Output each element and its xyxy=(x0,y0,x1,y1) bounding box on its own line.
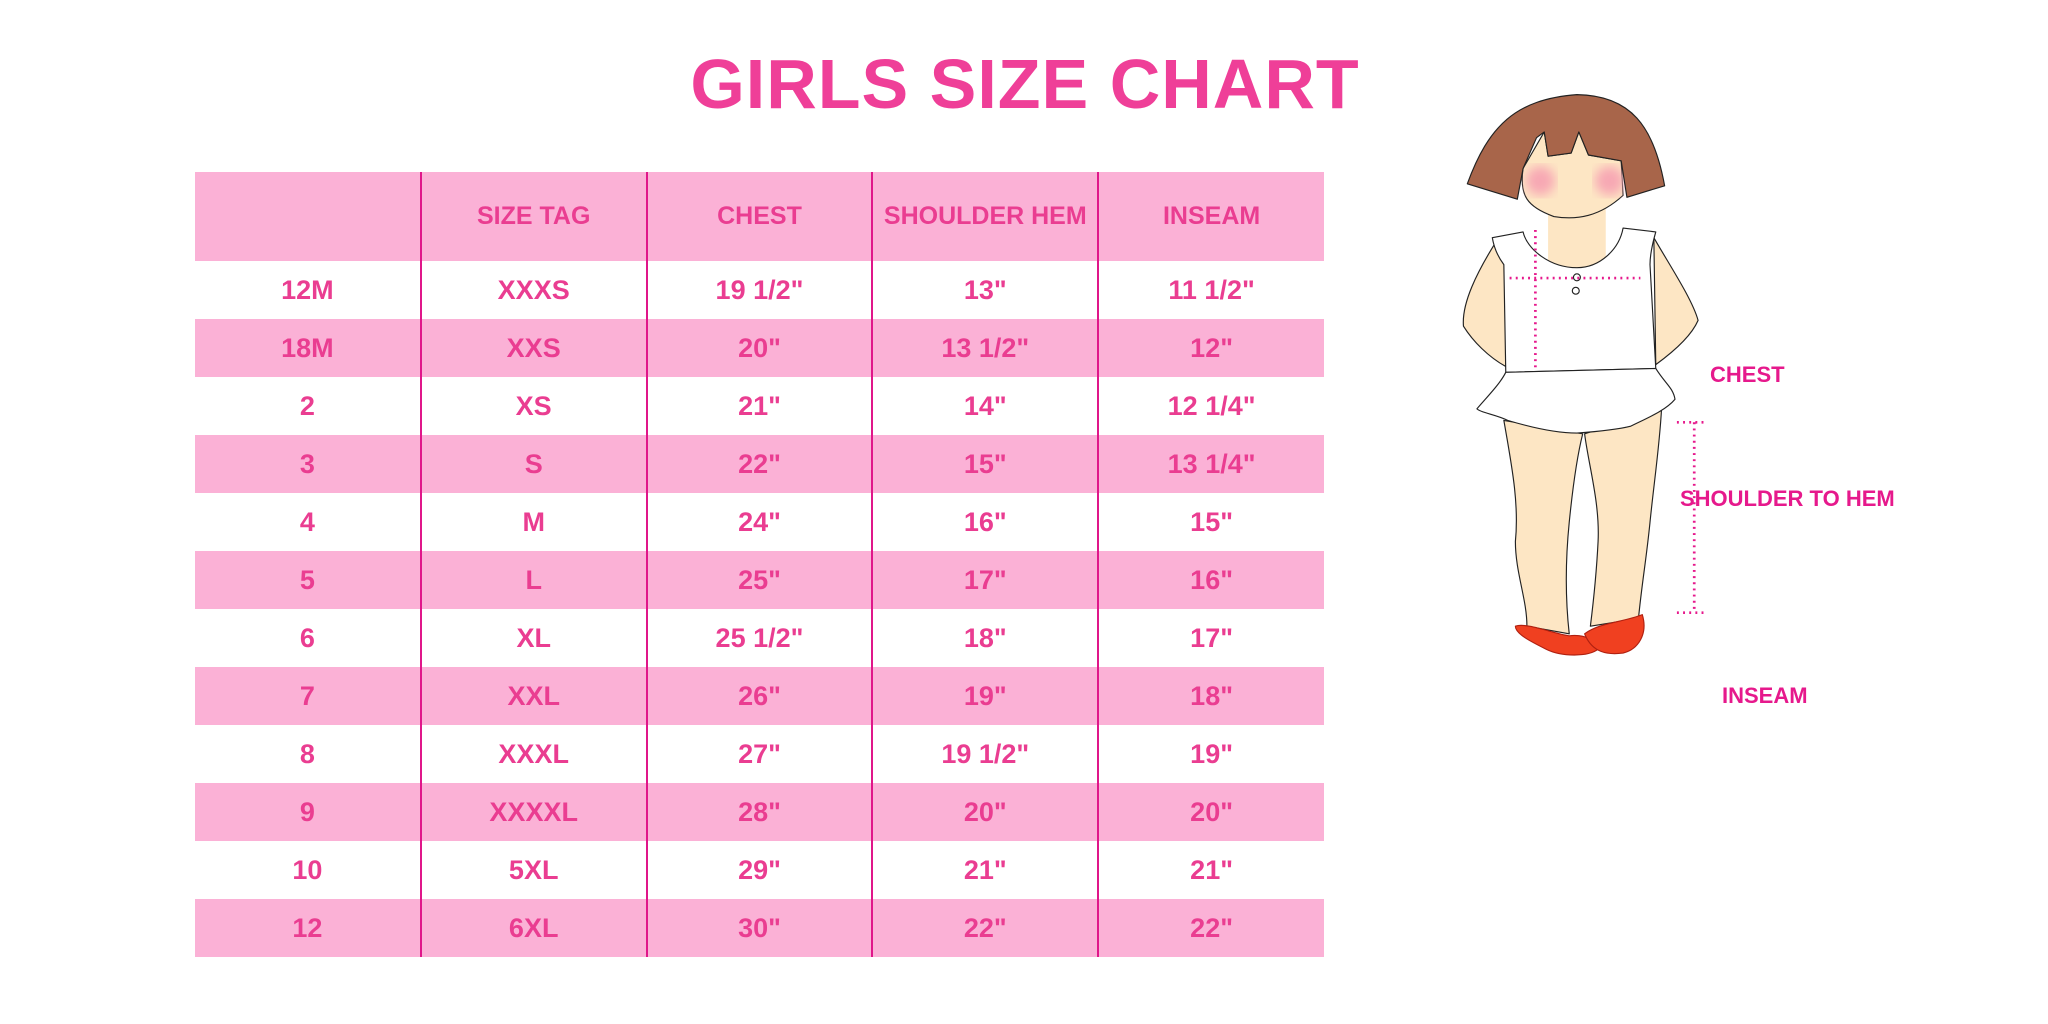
table-cell: 19" xyxy=(871,667,1099,725)
column-header: CHEST xyxy=(645,172,873,261)
girl-measurement-illustration xyxy=(1462,94,1704,656)
table-row: 3 S 22" 15" 13 1/4" xyxy=(195,435,1324,493)
table-header-row: SIZE TAG CHEST SHOULDER HEM INSEAM xyxy=(195,172,1324,261)
right-leg xyxy=(1584,408,1663,627)
table-cell: L xyxy=(419,551,647,609)
table-cell: 5XL xyxy=(419,841,647,899)
table-row: 10 5XL 29" 21" 21" xyxy=(195,841,1324,899)
table-cell: 10 xyxy=(292,854,323,885)
table-cell: 6 xyxy=(299,622,315,653)
table-cell: 7 xyxy=(195,667,421,725)
table-cell: M xyxy=(419,493,647,551)
table-cell: 20" xyxy=(871,783,1099,841)
table-cell: 8 xyxy=(299,738,315,769)
table-row: 12 6XL 30" 22" 22" xyxy=(195,899,1324,957)
table-cell: 19 1/2" xyxy=(871,725,1099,783)
table-cell: S xyxy=(419,435,647,493)
table-cell: XXXS xyxy=(419,261,647,319)
table-row: 5 L 25" 17" 16" xyxy=(195,551,1324,609)
inseam-label: INSEAM xyxy=(1722,683,1808,708)
column-header: INSEAM xyxy=(1097,172,1324,261)
table-row: 8 XXXL 27" 19 1/2" 19" xyxy=(195,725,1324,783)
table-cell: 12 xyxy=(195,899,421,957)
table-cell: XXL xyxy=(419,667,647,725)
right-shoe xyxy=(1584,614,1645,655)
right-arm xyxy=(1653,237,1699,366)
table-cell: 30" xyxy=(645,899,873,957)
table-cell: 22" xyxy=(1097,899,1324,957)
table-row: 6 XL 25 1/2" 18" 17" xyxy=(195,609,1324,667)
table-row: 4 M 24" 16" 15" xyxy=(195,493,1324,551)
table-cell: XXXL xyxy=(419,725,647,783)
table-cell: XXS xyxy=(419,319,647,377)
table-cell: 17" xyxy=(1097,609,1324,667)
table-cell: 16" xyxy=(871,493,1099,551)
table-cell: 24" xyxy=(645,493,873,551)
table-cell: 20" xyxy=(1097,783,1324,841)
table-cell: XXXXL xyxy=(419,783,647,841)
table-cell: 15" xyxy=(1097,493,1324,551)
table-cell: 18" xyxy=(871,609,1099,667)
button xyxy=(1571,286,1580,295)
table-cell: 25" xyxy=(645,551,873,609)
table-cell: 3 xyxy=(195,435,421,493)
table-cell: 2 xyxy=(299,390,315,421)
hair xyxy=(1466,94,1666,200)
table-cell: 9 xyxy=(195,783,421,841)
table-cell: 20" xyxy=(645,319,873,377)
table-cell: 16" xyxy=(1097,551,1324,609)
table-cell: 25 1/2" xyxy=(645,609,873,667)
table-cell: 17" xyxy=(871,551,1099,609)
table-cell: 28" xyxy=(645,783,873,841)
table-cell: 13" xyxy=(871,261,1099,319)
table-cell: 18M xyxy=(195,319,421,377)
table-cell: 4 xyxy=(299,506,315,537)
skirt xyxy=(1476,367,1676,434)
column-header: SHOULDER HEM xyxy=(871,172,1099,261)
table-cell: 21" xyxy=(871,841,1099,899)
column-header: SIZE TAG xyxy=(419,172,647,261)
table-cell: 29" xyxy=(645,841,873,899)
table-cell: 22" xyxy=(871,899,1099,957)
left-arm xyxy=(1462,240,1509,368)
left-cheek xyxy=(1525,166,1555,196)
table-cell: 18" xyxy=(1097,667,1324,725)
table-cell: 21" xyxy=(645,377,873,435)
table-cell: 6XL xyxy=(419,899,647,957)
chest-label: CHEST xyxy=(1710,362,1785,387)
table-cell: 13 1/4" xyxy=(1097,435,1324,493)
right-cheek xyxy=(1595,166,1625,196)
table-row: 12M XXXS 19 1/2" 13" 11 1/2" xyxy=(195,261,1324,319)
table-cell: 13 1/2" xyxy=(871,319,1099,377)
table-cell: 27" xyxy=(645,725,873,783)
table-cell: XL xyxy=(419,609,647,667)
table-cell: XS xyxy=(419,377,647,435)
table-row: 7 XXL 26" 19" 18" xyxy=(195,667,1324,725)
table-row: 2 XS 21" 14" 12 1/4" xyxy=(195,377,1324,435)
table-cell: 22" xyxy=(645,435,873,493)
size-chart-table: SIZE TAG CHEST SHOULDER HEM INSEAM 12M XXXS 1… xyxy=(195,172,1324,957)
table-row: 9 XXXXL 28" 20" 20" xyxy=(195,783,1324,841)
table-cell: 19 1/2" xyxy=(645,261,873,319)
page-title: GIRLS SIZE CHART xyxy=(690,45,1360,123)
left-leg xyxy=(1503,419,1584,635)
table-cell: 11 1/2" xyxy=(1097,261,1324,319)
table-cell: 15" xyxy=(871,435,1099,493)
table-cell: 12" xyxy=(1097,319,1324,377)
table-cell: 21" xyxy=(1097,841,1324,899)
shoulder-to-hem-label: SHOULDER TO HEM xyxy=(1680,486,1895,511)
top-shirt xyxy=(1491,227,1657,373)
button xyxy=(1572,273,1581,282)
column-header xyxy=(195,172,421,261)
table-cell: 14" xyxy=(871,377,1099,435)
table-cell: 12 1/4" xyxy=(1097,377,1324,435)
table-cell: 19" xyxy=(1097,725,1324,783)
table-cell: 26" xyxy=(645,667,873,725)
table-row: 18M XXS 20" 13 1/2" 12" xyxy=(195,319,1324,377)
table-cell: 12M xyxy=(281,274,334,305)
table-cell: 5 xyxy=(195,551,421,609)
